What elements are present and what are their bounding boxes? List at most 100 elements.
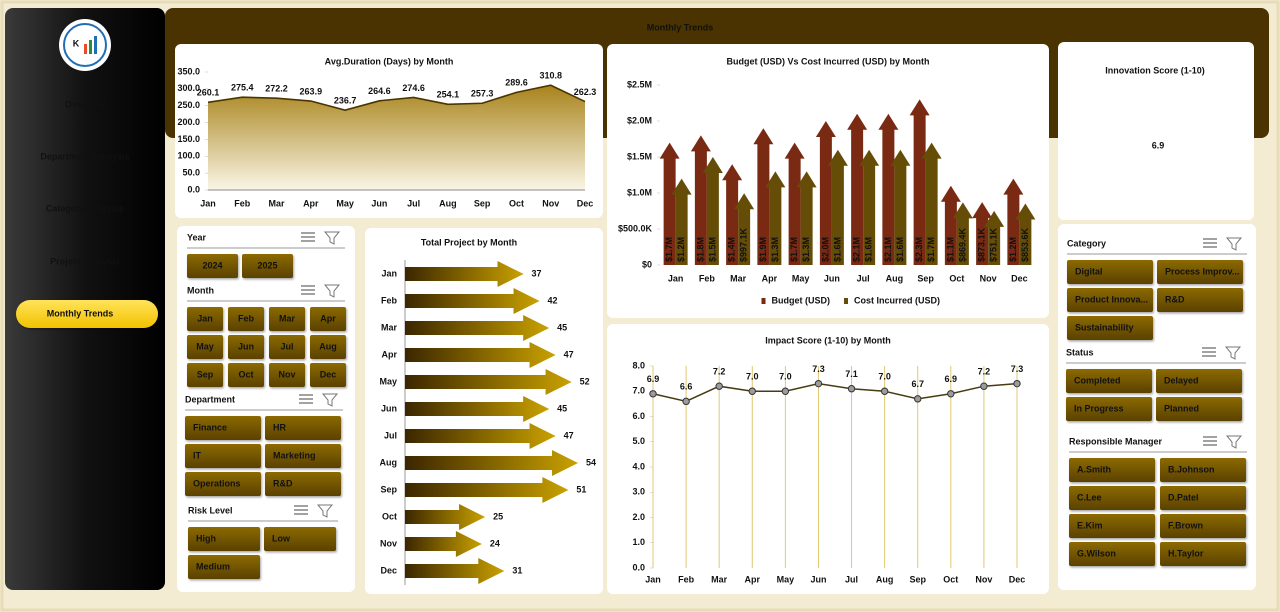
slicer-button[interactable]	[1156, 397, 1242, 421]
slicer-item[interactable]: High	[196, 533, 216, 543]
slicer-item[interactable]: Product Innova...	[1075, 294, 1148, 304]
slicer-item[interactable]: May	[196, 341, 214, 351]
y-tick-label: 3.0	[632, 487, 645, 497]
slicer-button[interactable]	[1157, 288, 1243, 312]
nav-item[interactable]: Category Analysis	[46, 203, 124, 213]
slicer-button[interactable]	[1160, 542, 1246, 566]
slicer-title: Month	[187, 285, 214, 295]
slicer-item[interactable]: Completed	[1074, 375, 1121, 385]
slicer-button[interactable]	[187, 335, 223, 359]
slicer-button[interactable]	[185, 472, 261, 496]
slicer-button[interactable]	[1067, 288, 1153, 312]
slicer-button[interactable]	[264, 527, 336, 551]
slicer-button[interactable]	[1069, 514, 1155, 538]
slicer-item[interactable]: Aug	[319, 341, 337, 351]
slicer-button[interactable]	[228, 335, 264, 359]
slicer-button[interactable]	[187, 254, 238, 278]
slicer-button[interactable]	[265, 472, 341, 496]
logo-letter: K	[73, 38, 80, 48]
slicer-button[interactable]	[1067, 260, 1153, 284]
data-label: $1.6M	[895, 237, 905, 262]
slicer-item[interactable]: Jun	[238, 341, 254, 351]
slicer-item[interactable]: B.Johnson	[1168, 464, 1215, 474]
slicer-item[interactable]: Dec	[320, 369, 337, 379]
slicer-button[interactable]	[1157, 260, 1243, 284]
slicer-item[interactable]: Feb	[238, 313, 255, 323]
slicer-item[interactable]: E.Kim	[1077, 520, 1103, 530]
slicer-button[interactable]	[310, 363, 346, 387]
nav-item[interactable]: Department Analysis	[40, 151, 129, 161]
slicer-button[interactable]	[1066, 397, 1152, 421]
slicer-item[interactable]: 2024	[202, 260, 222, 270]
slicer-item[interactable]: IT	[193, 450, 202, 460]
y-tick-label: Apr	[382, 349, 398, 359]
slicer-button[interactable]	[1066, 369, 1152, 393]
nav-item[interactable]: Monthly Trends	[47, 308, 114, 318]
slicer-item[interactable]: Process Improv...	[1165, 266, 1239, 276]
nav-item[interactable]: Overview	[65, 99, 106, 109]
slicer-button[interactable]	[1160, 486, 1246, 510]
slicer-item[interactable]: F.Brown	[1168, 520, 1203, 530]
slicer-button[interactable]	[1160, 514, 1246, 538]
slicer-button[interactable]	[187, 363, 223, 387]
slicer-button[interactable]	[1069, 542, 1155, 566]
slicer-button[interactable]	[187, 307, 223, 331]
slicer-item[interactable]: Planned	[1164, 403, 1199, 413]
slicer-item[interactable]: Apr	[320, 313, 336, 323]
slicer-item[interactable]: Jul	[280, 341, 293, 351]
slicer-button[interactable]	[188, 527, 260, 551]
line-marker	[847, 385, 856, 393]
slicer-item[interactable]: Delayed	[1164, 375, 1199, 385]
slicer-button[interactable]	[185, 416, 261, 440]
slicer-button[interactable]	[242, 254, 293, 278]
slicer-item[interactable]: Oct	[238, 369, 253, 379]
slicer-item[interactable]: D.Patel	[1168, 492, 1199, 502]
slicer-item[interactable]: Nov	[278, 369, 295, 379]
slicer-item[interactable]: Digital	[1075, 266, 1103, 276]
slicer-button[interactable]	[310, 307, 346, 331]
slicer-button[interactable]	[228, 307, 264, 331]
arrow-bar	[753, 128, 774, 265]
slicer-item[interactable]: Sep	[197, 369, 214, 379]
slicer-item[interactable]: Operations	[193, 478, 241, 488]
slicer-button[interactable]	[269, 307, 305, 331]
data-label: 42	[548, 295, 558, 305]
slicer-item[interactable]: HR	[273, 422, 286, 432]
slicer-button[interactable]	[1160, 458, 1246, 482]
arrow-bar	[405, 450, 578, 476]
data-label: $1.1M	[945, 237, 955, 262]
arrow-bar	[405, 531, 482, 557]
slicer-item[interactable]: Jan	[197, 313, 213, 323]
slicer-item[interactable]: R&D	[273, 478, 293, 488]
slicer-item[interactable]: Finance	[193, 422, 227, 432]
slicer-button[interactable]	[188, 555, 260, 579]
slicer-button[interactable]	[1156, 369, 1242, 393]
slicer-button[interactable]	[1069, 486, 1155, 510]
slicer-item[interactable]: Sustainability	[1075, 322, 1134, 332]
slicer-button[interactable]	[265, 416, 341, 440]
nav-item[interactable]: Project Analysis	[50, 256, 120, 266]
slicer-button[interactable]	[1067, 316, 1153, 340]
slicer-button[interactable]	[185, 444, 261, 468]
slicer-item[interactable]: Medium	[196, 561, 230, 571]
slicer-item[interactable]: Marketing	[273, 450, 316, 460]
slicer-title: Year	[187, 232, 207, 242]
slicer-item[interactable]: A.Smith	[1077, 464, 1111, 474]
y-tick-label: 100.0	[177, 151, 200, 161]
slicer-item[interactable]: Low	[272, 533, 291, 543]
slicer-button[interactable]	[269, 335, 305, 359]
slicer-item[interactable]: R&D	[1165, 294, 1185, 304]
slicer-item[interactable]: H.Taylor	[1168, 548, 1204, 558]
slicer-button[interactable]	[228, 363, 264, 387]
slicer-button[interactable]	[269, 363, 305, 387]
slicer-button[interactable]	[265, 444, 341, 468]
slicer-button[interactable]	[1069, 458, 1155, 482]
y-tick-label: 4.0	[632, 461, 645, 471]
slicer-item[interactable]: G.Wilson	[1077, 548, 1116, 558]
slicer-item[interactable]: C.Lee	[1077, 492, 1102, 502]
slicer-item[interactable]: Mar	[279, 313, 296, 323]
slicer-item[interactable]: 2025	[257, 260, 277, 270]
arrow-bar	[847, 113, 868, 265]
slicer-item[interactable]: In Progress	[1074, 403, 1124, 413]
slicer-button[interactable]	[310, 335, 346, 359]
